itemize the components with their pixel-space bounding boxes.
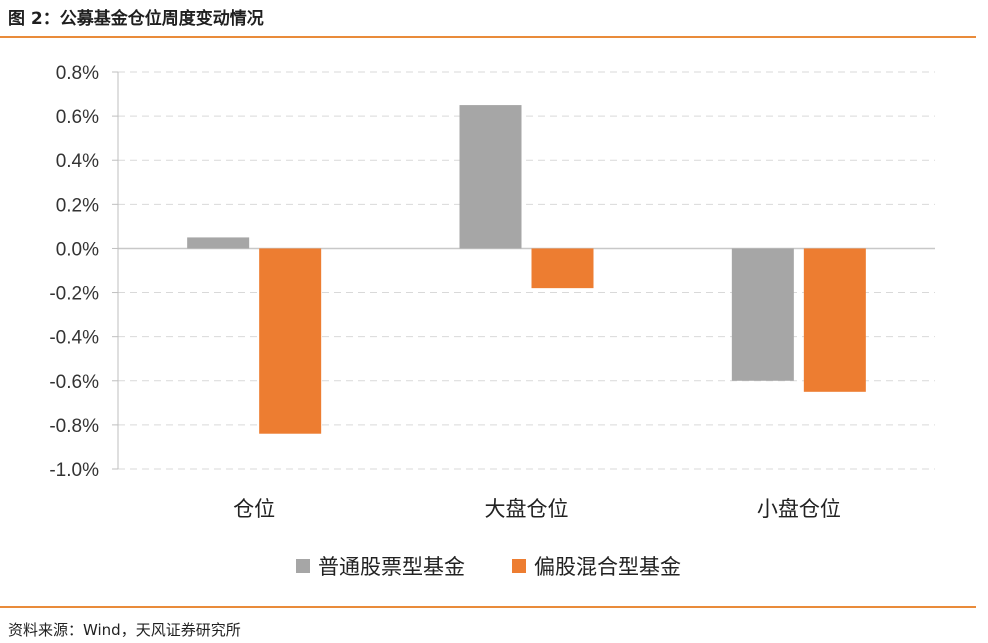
y-tick-label: -0.8% xyxy=(49,416,99,437)
top-rule xyxy=(0,36,976,38)
y-tick-label: -0.2% xyxy=(49,284,99,305)
y-tick-label: -0.4% xyxy=(49,328,99,349)
y-axis xyxy=(112,71,119,470)
grid-lines xyxy=(118,71,935,470)
bars xyxy=(187,105,866,434)
y-tick-label: 0.4% xyxy=(56,151,99,172)
bottom-rule xyxy=(0,606,976,608)
legend-label: 偏股混合型基金 xyxy=(534,555,681,579)
y-tick-label: -0.6% xyxy=(49,372,99,393)
source-note: 资料来源：Wind，天风证券研究所 xyxy=(8,621,241,639)
legend-swatch xyxy=(296,559,310,573)
category-labels: 仓位 大盘仓位 小盘仓位 xyxy=(233,497,841,521)
legend: 普通股票型基金 偏股混合型基金 xyxy=(296,555,681,579)
y-tick-label: -1.0% xyxy=(49,460,99,481)
bar-gray-1 xyxy=(459,105,522,249)
bar-orange-2 xyxy=(803,248,866,392)
y-tick-label: 0.8% xyxy=(56,63,99,84)
y-tick-label: 0.0% xyxy=(56,239,99,260)
y-tick-labels: 0.8% 0.6% 0.4% 0.2% 0.0% -0.2% -0.4% -0.6% -0.8%… xyxy=(49,63,99,481)
bar-orange-0 xyxy=(259,248,322,434)
figure-title: 图 2：公募基金仓位周度变动情况 xyxy=(8,9,264,29)
legend-label: 普通股票型基金 xyxy=(318,555,465,579)
y-tick-label: 0.2% xyxy=(56,195,99,216)
category-label: 仓位 xyxy=(233,497,275,521)
bar-chart: 0.8% 0.6% 0.4% 0.2% 0.0% -0.2% -0.4% -0.6% -0.8%… xyxy=(49,63,935,579)
category-label: 大盘仓位 xyxy=(485,497,569,521)
legend-swatch xyxy=(512,559,526,573)
bar-gray-0 xyxy=(187,237,250,249)
bar-gray-2 xyxy=(731,248,794,381)
y-tick-label: 0.6% xyxy=(56,107,99,128)
category-label: 小盘仓位 xyxy=(757,497,841,521)
bar-orange-1 xyxy=(531,248,594,289)
